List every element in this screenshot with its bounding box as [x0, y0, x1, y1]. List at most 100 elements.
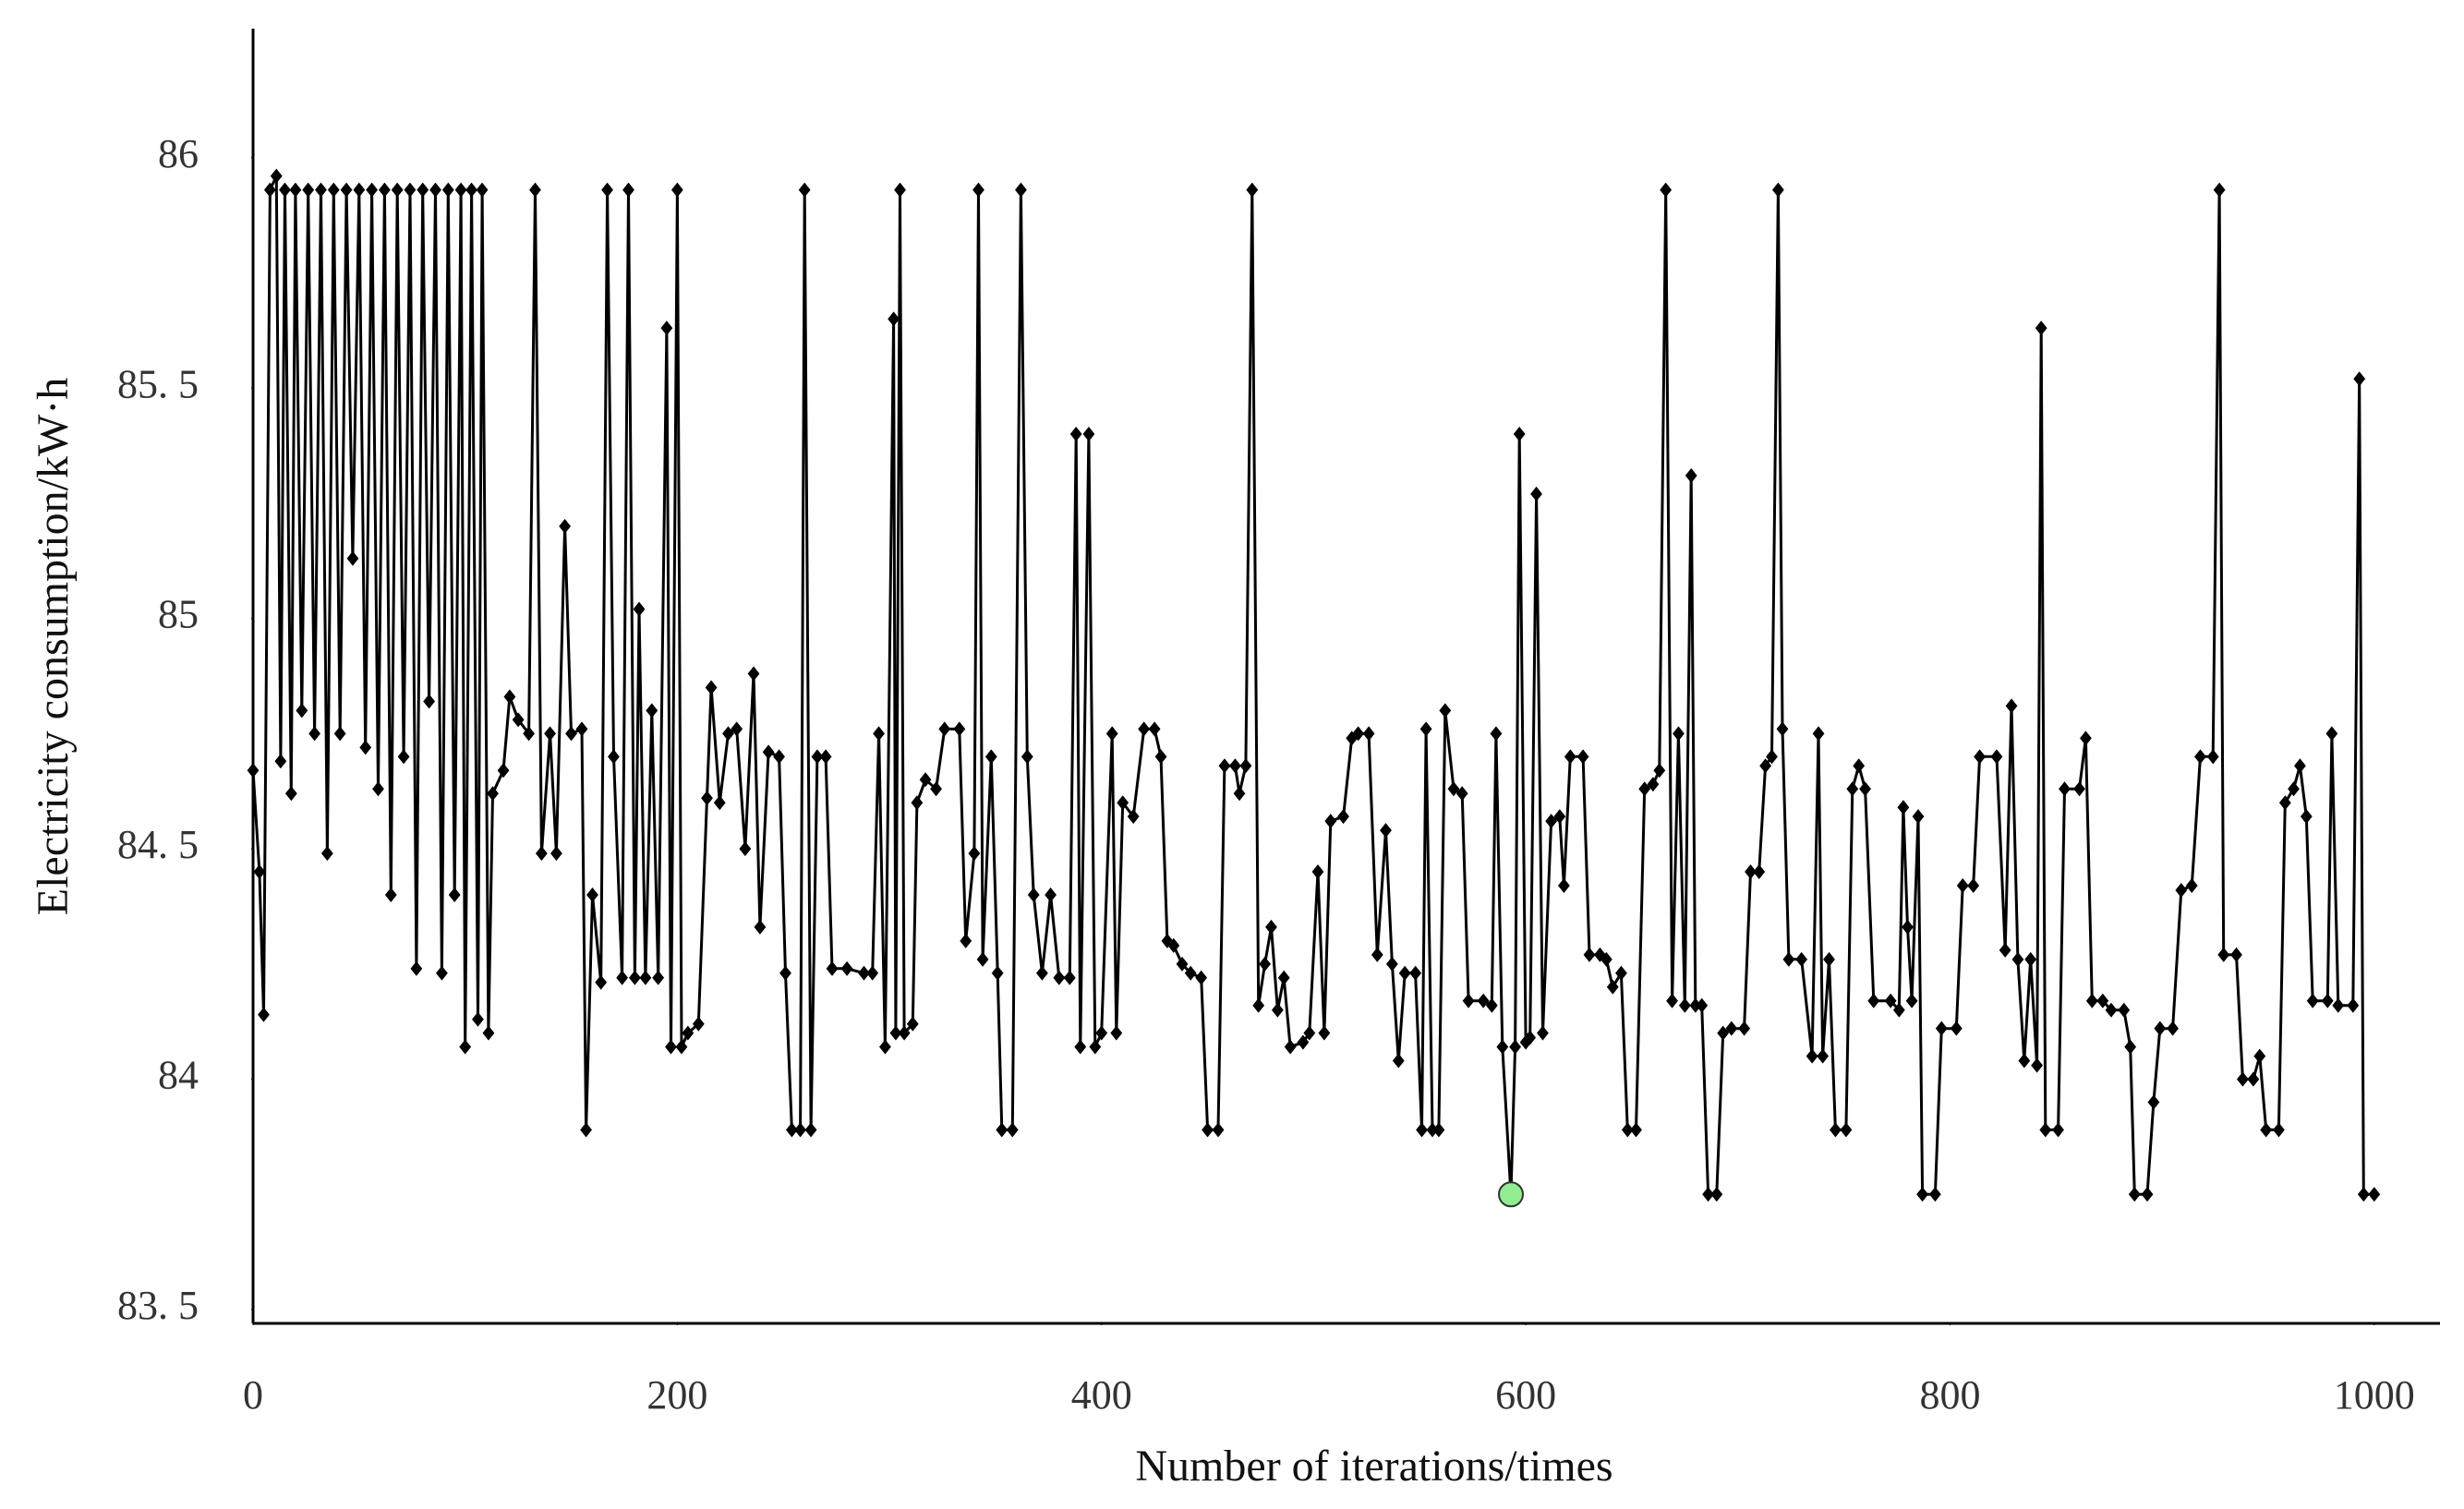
data-marker	[1095, 1025, 1108, 1041]
data-marker	[1252, 997, 1265, 1013]
data-marker	[826, 960, 839, 976]
y-tick-label: 85	[158, 592, 199, 637]
data-marker	[2154, 1020, 2167, 1036]
data-marker	[2300, 809, 2313, 825]
data-marker	[2105, 1002, 2118, 1018]
data-marker	[1277, 970, 1290, 985]
data-marker	[1419, 721, 1432, 737]
data-marker	[441, 182, 454, 198]
data-marker	[2321, 993, 2334, 1008]
data-marker	[1759, 758, 1772, 774]
data-marker	[1416, 1122, 1428, 1138]
data-marker	[1905, 993, 1918, 1008]
data-marker	[454, 182, 467, 198]
data-marker	[2230, 947, 2242, 962]
data-marker	[794, 1122, 806, 1138]
x-tick-label: 600	[1495, 1372, 1556, 1418]
data-marker	[731, 721, 743, 737]
data-marker	[639, 970, 652, 985]
data-marker	[1202, 1122, 1214, 1138]
data-marker	[682, 1025, 695, 1041]
data-marker	[1021, 749, 1033, 765]
data-marker	[1766, 749, 1778, 765]
x-tick-label: 800	[1919, 1372, 1980, 1418]
data-marker	[1432, 1122, 1445, 1138]
data-marker	[1840, 1122, 1853, 1138]
data-marker	[2247, 1071, 2260, 1087]
data-marker	[616, 970, 629, 985]
data-marker	[2039, 1122, 2052, 1138]
data-marker	[1485, 997, 1498, 1013]
data-marker	[1689, 997, 1702, 1013]
data-marker	[675, 1039, 688, 1055]
data-marker	[2236, 1071, 2249, 1087]
data-marker	[1990, 749, 2003, 765]
data-marker	[2005, 698, 2018, 714]
data-marker	[284, 786, 297, 802]
data-marker	[1380, 823, 1392, 839]
data-marker	[1318, 1025, 1331, 1041]
data-marker	[1673, 726, 1685, 742]
data-marker	[762, 744, 775, 760]
data-marker	[960, 933, 972, 948]
data-marker	[1053, 970, 1066, 985]
data-marker	[713, 795, 726, 811]
data-marker	[1195, 970, 1208, 985]
data-marker	[1385, 956, 1398, 972]
data-marker	[1853, 758, 1866, 774]
data-marker	[1630, 1122, 1642, 1138]
data-marker	[1717, 1025, 1730, 1041]
data-marker	[906, 1016, 919, 1032]
data-marker	[404, 182, 417, 198]
data-marker	[1702, 1187, 1715, 1202]
data-marker	[1105, 726, 1118, 742]
data-marker	[544, 726, 556, 742]
data-marker	[559, 518, 572, 534]
data-marker	[705, 680, 718, 695]
data-marker	[1398, 965, 1411, 981]
data-marker	[840, 960, 853, 976]
data-marker	[1771, 182, 1784, 198]
data-marker	[1884, 993, 1897, 1008]
data-marker	[1678, 997, 1691, 1013]
data-marker	[1928, 1187, 1941, 1202]
data-marker	[785, 1122, 798, 1138]
data-marker	[1447, 781, 1460, 797]
data-marker	[1148, 721, 1161, 737]
data-marker	[247, 763, 260, 779]
data-marker	[487, 786, 499, 802]
data-marker	[889, 1025, 902, 1041]
data-marker	[811, 749, 824, 765]
data-marker	[397, 749, 410, 765]
data-marker	[652, 970, 665, 985]
data-marker	[1082, 427, 1095, 442]
data-marker	[1346, 730, 1359, 746]
data-marker	[503, 689, 516, 705]
data-marker	[472, 1011, 484, 1027]
data-marker	[315, 182, 327, 198]
data-marker	[1362, 726, 1375, 742]
data-marker	[1530, 486, 1542, 501]
data-marker	[701, 791, 713, 806]
data-marker	[646, 703, 658, 718]
data-marker	[1647, 777, 1660, 792]
data-marker	[586, 887, 598, 902]
data-marker	[1974, 749, 1986, 765]
data-marker	[1176, 956, 1189, 972]
data-marker	[1600, 951, 1612, 967]
data-marker	[692, 1016, 705, 1032]
data-marker	[1806, 1048, 1818, 1064]
data-marker	[1015, 182, 1027, 198]
data-marker	[1524, 1030, 1537, 1045]
data-marker	[2167, 1020, 2180, 1036]
data-marker	[1490, 726, 1503, 742]
data-marker	[1950, 1020, 1963, 1036]
data-marker	[384, 887, 397, 902]
data-marker	[2035, 320, 2047, 336]
data-marker	[804, 1122, 817, 1138]
data-marker	[1738, 1020, 1751, 1036]
data-marker	[1089, 1039, 1102, 1055]
data-marker	[968, 846, 981, 862]
data-marker	[529, 182, 541, 198]
